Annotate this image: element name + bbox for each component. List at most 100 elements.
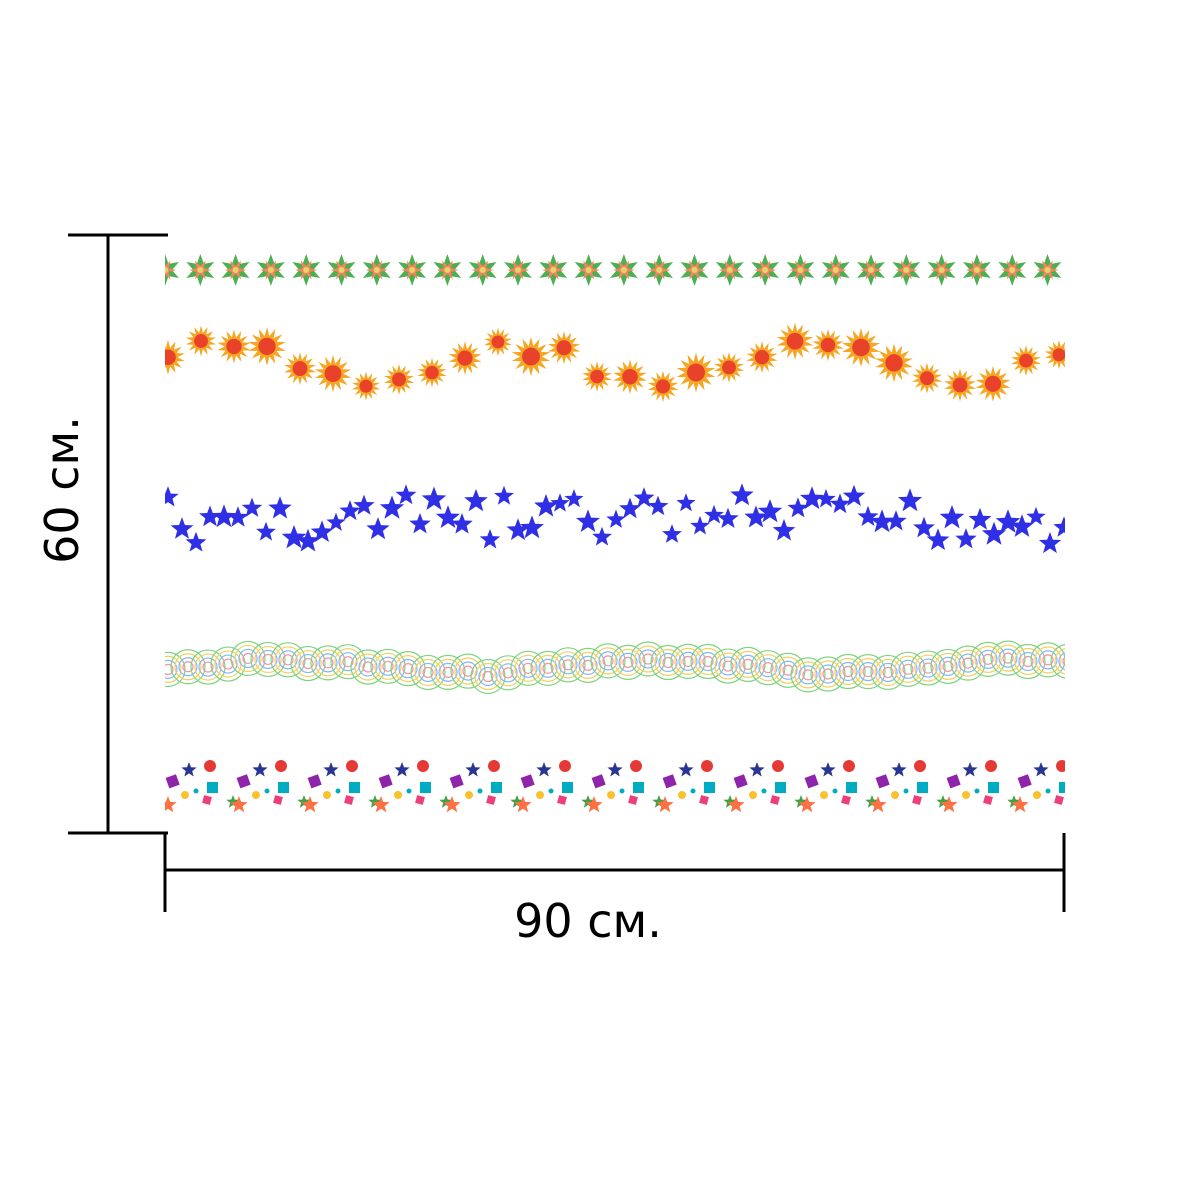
- green-orange-six-point-star-icon: [257, 254, 285, 286]
- blue-star-icon: [310, 520, 334, 542]
- blue-star-icon: [576, 509, 600, 532]
- blue-star-icon: [409, 513, 431, 534]
- blue-star-icon: [212, 504, 236, 528]
- confetti-shapes-icon: [869, 760, 950, 813]
- concentric-circle-icon: [790, 657, 826, 693]
- concentric-circle-icon: [850, 654, 886, 690]
- green-orange-six-point-star-icon: [292, 254, 321, 286]
- blue-star-icon: [939, 505, 965, 529]
- concentric-circle-icon: [590, 643, 626, 679]
- concentric-circle-icon: [250, 641, 286, 678]
- concentric-circle-icon: [730, 646, 766, 682]
- green-orange-six-point-star-icon: [362, 254, 391, 286]
- orange-sunburst-icon: [841, 327, 881, 367]
- confetti-shapes-icon: [443, 760, 524, 813]
- width-label: 90 см.: [514, 894, 662, 948]
- blue-star-icon: [170, 517, 194, 539]
- green-orange-six-point-star-icon: [574, 254, 603, 286]
- blue-star-icon: [800, 486, 824, 510]
- concentric-circle-icon: [710, 648, 746, 684]
- blue-star-icon: [1026, 506, 1046, 526]
- confetti-shapes-icon: [514, 760, 595, 813]
- concentric-circle-icon: [750, 650, 786, 686]
- orange-sunburst-icon: [613, 359, 647, 395]
- concentric-circle-icon: [410, 654, 446, 691]
- green-orange-six-point-star-icon: [433, 254, 462, 286]
- blue-star-icon: [981, 521, 1007, 545]
- confetti-shapes-icon: [727, 760, 808, 813]
- blue-star-icon: [339, 500, 361, 521]
- blue-star-icon: [185, 531, 207, 552]
- concentric-circle-icon: [310, 645, 346, 681]
- blue-star-icon: [241, 497, 263, 517]
- confetti-shapes-icon: [585, 760, 666, 813]
- orange-sunburst-icon: [1011, 345, 1041, 376]
- blue-star-icon: [227, 506, 249, 527]
- green-orange-six-point-star-icon: [221, 254, 250, 286]
- concentric-circle-icon: [290, 645, 326, 682]
- blue-star-icon: [772, 518, 796, 541]
- height-dimension: 60 см.: [35, 233, 168, 835]
- concentric-circle-icon: [230, 640, 266, 677]
- concentric-circle-icon: [430, 654, 466, 690]
- blue-star-icon: [366, 517, 390, 540]
- concentric-circle-icon: [330, 644, 366, 680]
- confetti-shapes-icon: [301, 760, 382, 813]
- blue-star-icon: [395, 484, 417, 505]
- green-orange-six-point-star-icon: [821, 254, 850, 286]
- blue-star-icon: [995, 509, 1021, 533]
- blue-star-icon: [897, 488, 923, 512]
- blue-star-icon: [606, 509, 626, 528]
- green-orange-six-point-star-icon: [857, 254, 885, 286]
- blue-star-icon: [1053, 516, 1065, 537]
- blue-star-icon: [379, 495, 405, 519]
- blue-star-icon: [744, 505, 768, 528]
- concentric-circle-icon: [910, 650, 946, 686]
- blue-star-icon: [1038, 532, 1062, 554]
- concentric-circle-icon: [670, 643, 706, 679]
- blue-star-icon: [787, 497, 809, 518]
- concentric-circle-icon: [1010, 643, 1046, 680]
- confetti-shapes-icon: [798, 760, 879, 813]
- blue-star-icon: [1010, 514, 1034, 537]
- confetti-shapes-icon: [165, 760, 240, 813]
- confetti-shapes-icon: [1011, 760, 1065, 813]
- blue-star-icon: [534, 494, 558, 517]
- blue-star-icon: [633, 487, 655, 508]
- orange-sunburst-icon: [944, 368, 976, 402]
- orange-sunburst-icon: [975, 365, 1011, 402]
- blue-star-icon: [647, 495, 669, 516]
- blue-star-icon: [842, 484, 866, 506]
- orange-sunburst-icon: [812, 329, 844, 362]
- green-orange-six-point-star-icon: [398, 254, 426, 286]
- blue-star-icon: [885, 510, 907, 531]
- blue-star-icon: [436, 505, 460, 528]
- orange-sunburst-icon: [776, 322, 814, 360]
- green-orange-six-point-star-icon: [751, 254, 779, 286]
- orange-sunburst-icon: [676, 352, 716, 393]
- orange-sunburst-icon: [283, 352, 317, 385]
- blue-star-icon: [869, 509, 895, 533]
- blue-star-icon: [690, 515, 710, 535]
- green-orange-six-point-star-icon: [539, 254, 568, 286]
- concentric-circle-icon: [470, 658, 506, 695]
- height-label: 60 см.: [35, 416, 89, 564]
- blue-star-icon: [494, 485, 514, 505]
- orange-sunburst-icon: [647, 370, 679, 403]
- orange-sunburst-icon: [448, 341, 482, 375]
- orange-sunburst-icon: [165, 339, 185, 375]
- concentric-circle-icon: [510, 650, 546, 686]
- confetti-shapes-icon: [656, 760, 737, 813]
- blue-star-icon: [926, 528, 950, 551]
- green-orange-six-point-star-icon: [892, 254, 921, 286]
- border-strip-green-stars: [165, 254, 1062, 286]
- blue-star-icon: [256, 521, 276, 541]
- concentric-circle-icon: [650, 644, 686, 681]
- green-orange-six-point-star-icon: [610, 254, 638, 286]
- blue-star-icon: [268, 496, 292, 519]
- blue-star-icon: [592, 526, 612, 546]
- green-orange-six-point-star-icon: [998, 254, 1027, 286]
- border-strip-sunbursts: [165, 322, 1065, 403]
